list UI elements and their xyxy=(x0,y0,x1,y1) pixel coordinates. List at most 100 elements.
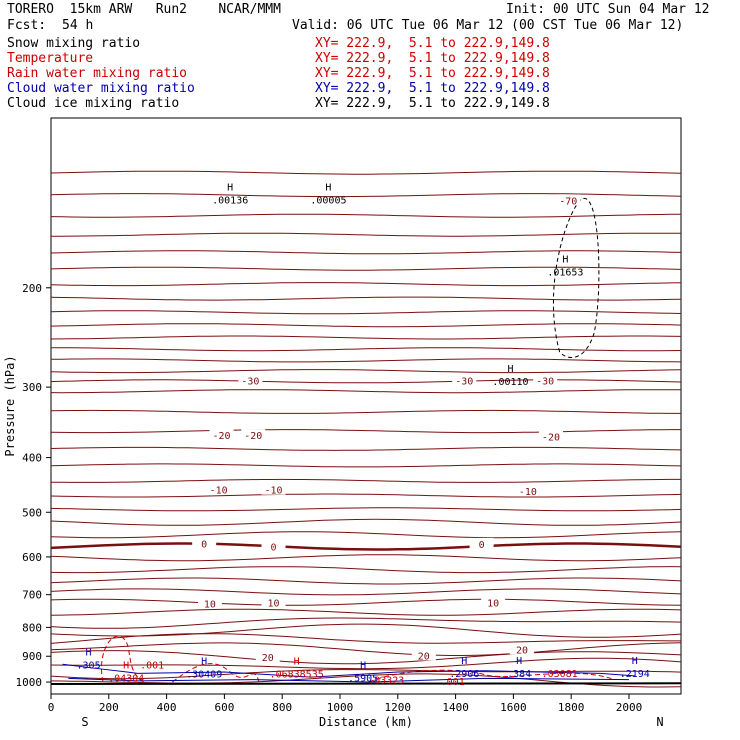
maximum-value-label: .001 xyxy=(140,661,164,672)
forecast-value: 54 h xyxy=(62,18,94,33)
maximum-value-label: .00005 xyxy=(310,195,346,206)
field-xy-rain: XY= 222.9, 5.1 to 222.9,149.8 xyxy=(315,66,550,81)
maximum-value-label: .04304 xyxy=(108,673,144,684)
x-tick-label: 1000 xyxy=(327,701,354,714)
temperature-label-bg xyxy=(556,194,581,206)
temperature-isoline xyxy=(50,389,682,394)
y-tick-label: 400 xyxy=(22,452,42,465)
x-tick-label: 1600 xyxy=(500,701,527,714)
temperature-isoline xyxy=(50,633,681,644)
maximum-value-label: .384 xyxy=(507,669,531,680)
temperature-isoline xyxy=(50,531,682,539)
maximum-marker: H xyxy=(507,364,513,375)
temperature-label-bg xyxy=(241,429,266,441)
temperature-isoline xyxy=(50,310,682,315)
x-axis-label: Distance (km) xyxy=(319,715,413,729)
forecast-label: Fcst: xyxy=(7,18,47,33)
temperature-isoline xyxy=(50,282,682,287)
temperature-contour-label: 0 xyxy=(201,539,207,550)
maximum-value-label: .03081 xyxy=(542,669,578,680)
temperature-isoline xyxy=(50,266,682,271)
x-tick-label: 1400 xyxy=(442,701,469,714)
temperature-isoline xyxy=(50,669,682,680)
temperature-contour-label: -30 xyxy=(536,376,554,387)
temperature-isoline xyxy=(50,358,682,363)
temperature-contour-label: -10 xyxy=(264,486,282,497)
temperature-isoline xyxy=(50,446,682,451)
temperature-label-bg xyxy=(238,374,263,386)
temperature-isoline xyxy=(51,232,682,237)
field-name-temperature: Temperature xyxy=(7,51,94,66)
temperature-label-bg xyxy=(209,429,234,441)
temperature-isoline xyxy=(50,507,682,512)
temperature-contour-label: 0 xyxy=(479,540,485,551)
temperature-isoline xyxy=(50,542,682,551)
maximum-marker: H xyxy=(461,656,467,667)
maximum-value-label: .00110 xyxy=(492,377,528,388)
temperature-label-bg xyxy=(197,597,222,609)
maximum-value-label: .2194 xyxy=(620,669,650,680)
temperature-isoline xyxy=(50,623,682,638)
endpoint-left-label: S xyxy=(81,715,88,729)
x-tick-label: 1200 xyxy=(385,701,412,714)
field-xy-cloud-ice: XY= 222.9, 5.1 to 222.9,149.8 xyxy=(315,96,550,111)
temperature-contour-label: -70 xyxy=(559,196,577,207)
valid-time: Valid: 06 UTC Tue 06 Mar 12 (00 CST Tue … xyxy=(292,18,684,33)
field-name-cloud-ice: Cloud ice mixing ratio xyxy=(7,96,180,111)
maximum-marker: H xyxy=(325,182,331,193)
temperature-contour-label: -20 xyxy=(212,431,230,442)
temperature-isoline xyxy=(50,379,682,384)
field-xy-snow: XY= 222.9, 5.1 to 222.9,149.8 xyxy=(315,36,550,51)
temperature-isoline xyxy=(50,518,682,526)
rain-water-contour xyxy=(101,635,144,683)
y-tick-label: 200 xyxy=(22,282,42,295)
temperature-label-bg xyxy=(411,649,436,661)
y-tick-label: 500 xyxy=(22,506,42,519)
temperature-label-bg xyxy=(515,484,540,496)
init-time: Init: 00 UTC Sun 04 Mar 12 xyxy=(506,2,710,17)
temperature-contour-label: 0 xyxy=(271,542,277,553)
maximum-value-label: .00136 xyxy=(212,195,248,206)
temperature-isoline xyxy=(50,598,682,606)
temperature-isoline xyxy=(50,566,682,574)
y-tick-label: 600 xyxy=(22,551,42,564)
temperature-isoline xyxy=(50,296,682,301)
temperature-isoline xyxy=(50,642,682,656)
temperature-isoline xyxy=(50,463,682,468)
y-tick-label: 900 xyxy=(22,650,42,663)
temperature-contour-label: 10 xyxy=(267,598,279,609)
x-tick-label: 400 xyxy=(157,701,177,714)
field-name-snow: Snow mixing ratio xyxy=(7,36,141,51)
temperature-isoline xyxy=(50,335,682,340)
temperature-isoline xyxy=(50,588,682,596)
surface-line xyxy=(50,682,682,686)
x-tick-label: 0 xyxy=(48,701,55,714)
temperature-label-bg xyxy=(261,596,286,608)
maximum-marker: H xyxy=(562,255,568,266)
temperature-contour-label: -20 xyxy=(244,431,262,442)
temperature-label-bg xyxy=(206,483,231,495)
temperature-label-bg xyxy=(533,374,558,386)
temperature-label-bg xyxy=(538,430,563,442)
temperature-isoline xyxy=(50,650,682,665)
temperature-label-bg xyxy=(261,540,286,552)
temperature-label-bg xyxy=(452,374,477,386)
maximum-value-label: .305 xyxy=(77,661,101,672)
y-tick-label: 1000 xyxy=(16,676,43,689)
temperature-isoline xyxy=(50,617,682,629)
temperature-label-bg xyxy=(261,483,286,495)
x-tick-label: 200 xyxy=(99,701,119,714)
temperature-label-bg xyxy=(255,651,280,663)
temperature-contour-label: 20 xyxy=(262,653,274,664)
temperature-contour-label: 20 xyxy=(516,645,528,656)
temperature-contour-label: -10 xyxy=(519,487,537,498)
temperature-isoline xyxy=(50,170,682,175)
model-title: TORERO 15km ARW Run2 NCAR/MMM xyxy=(7,2,281,17)
maximum-value-label: .03323 xyxy=(368,675,404,686)
x-tick-label: 800 xyxy=(272,701,292,714)
temperature-isoline xyxy=(50,213,681,218)
temperature-label-bg xyxy=(481,596,506,608)
field-name-rain: Rain water mixing ratio xyxy=(7,66,188,81)
